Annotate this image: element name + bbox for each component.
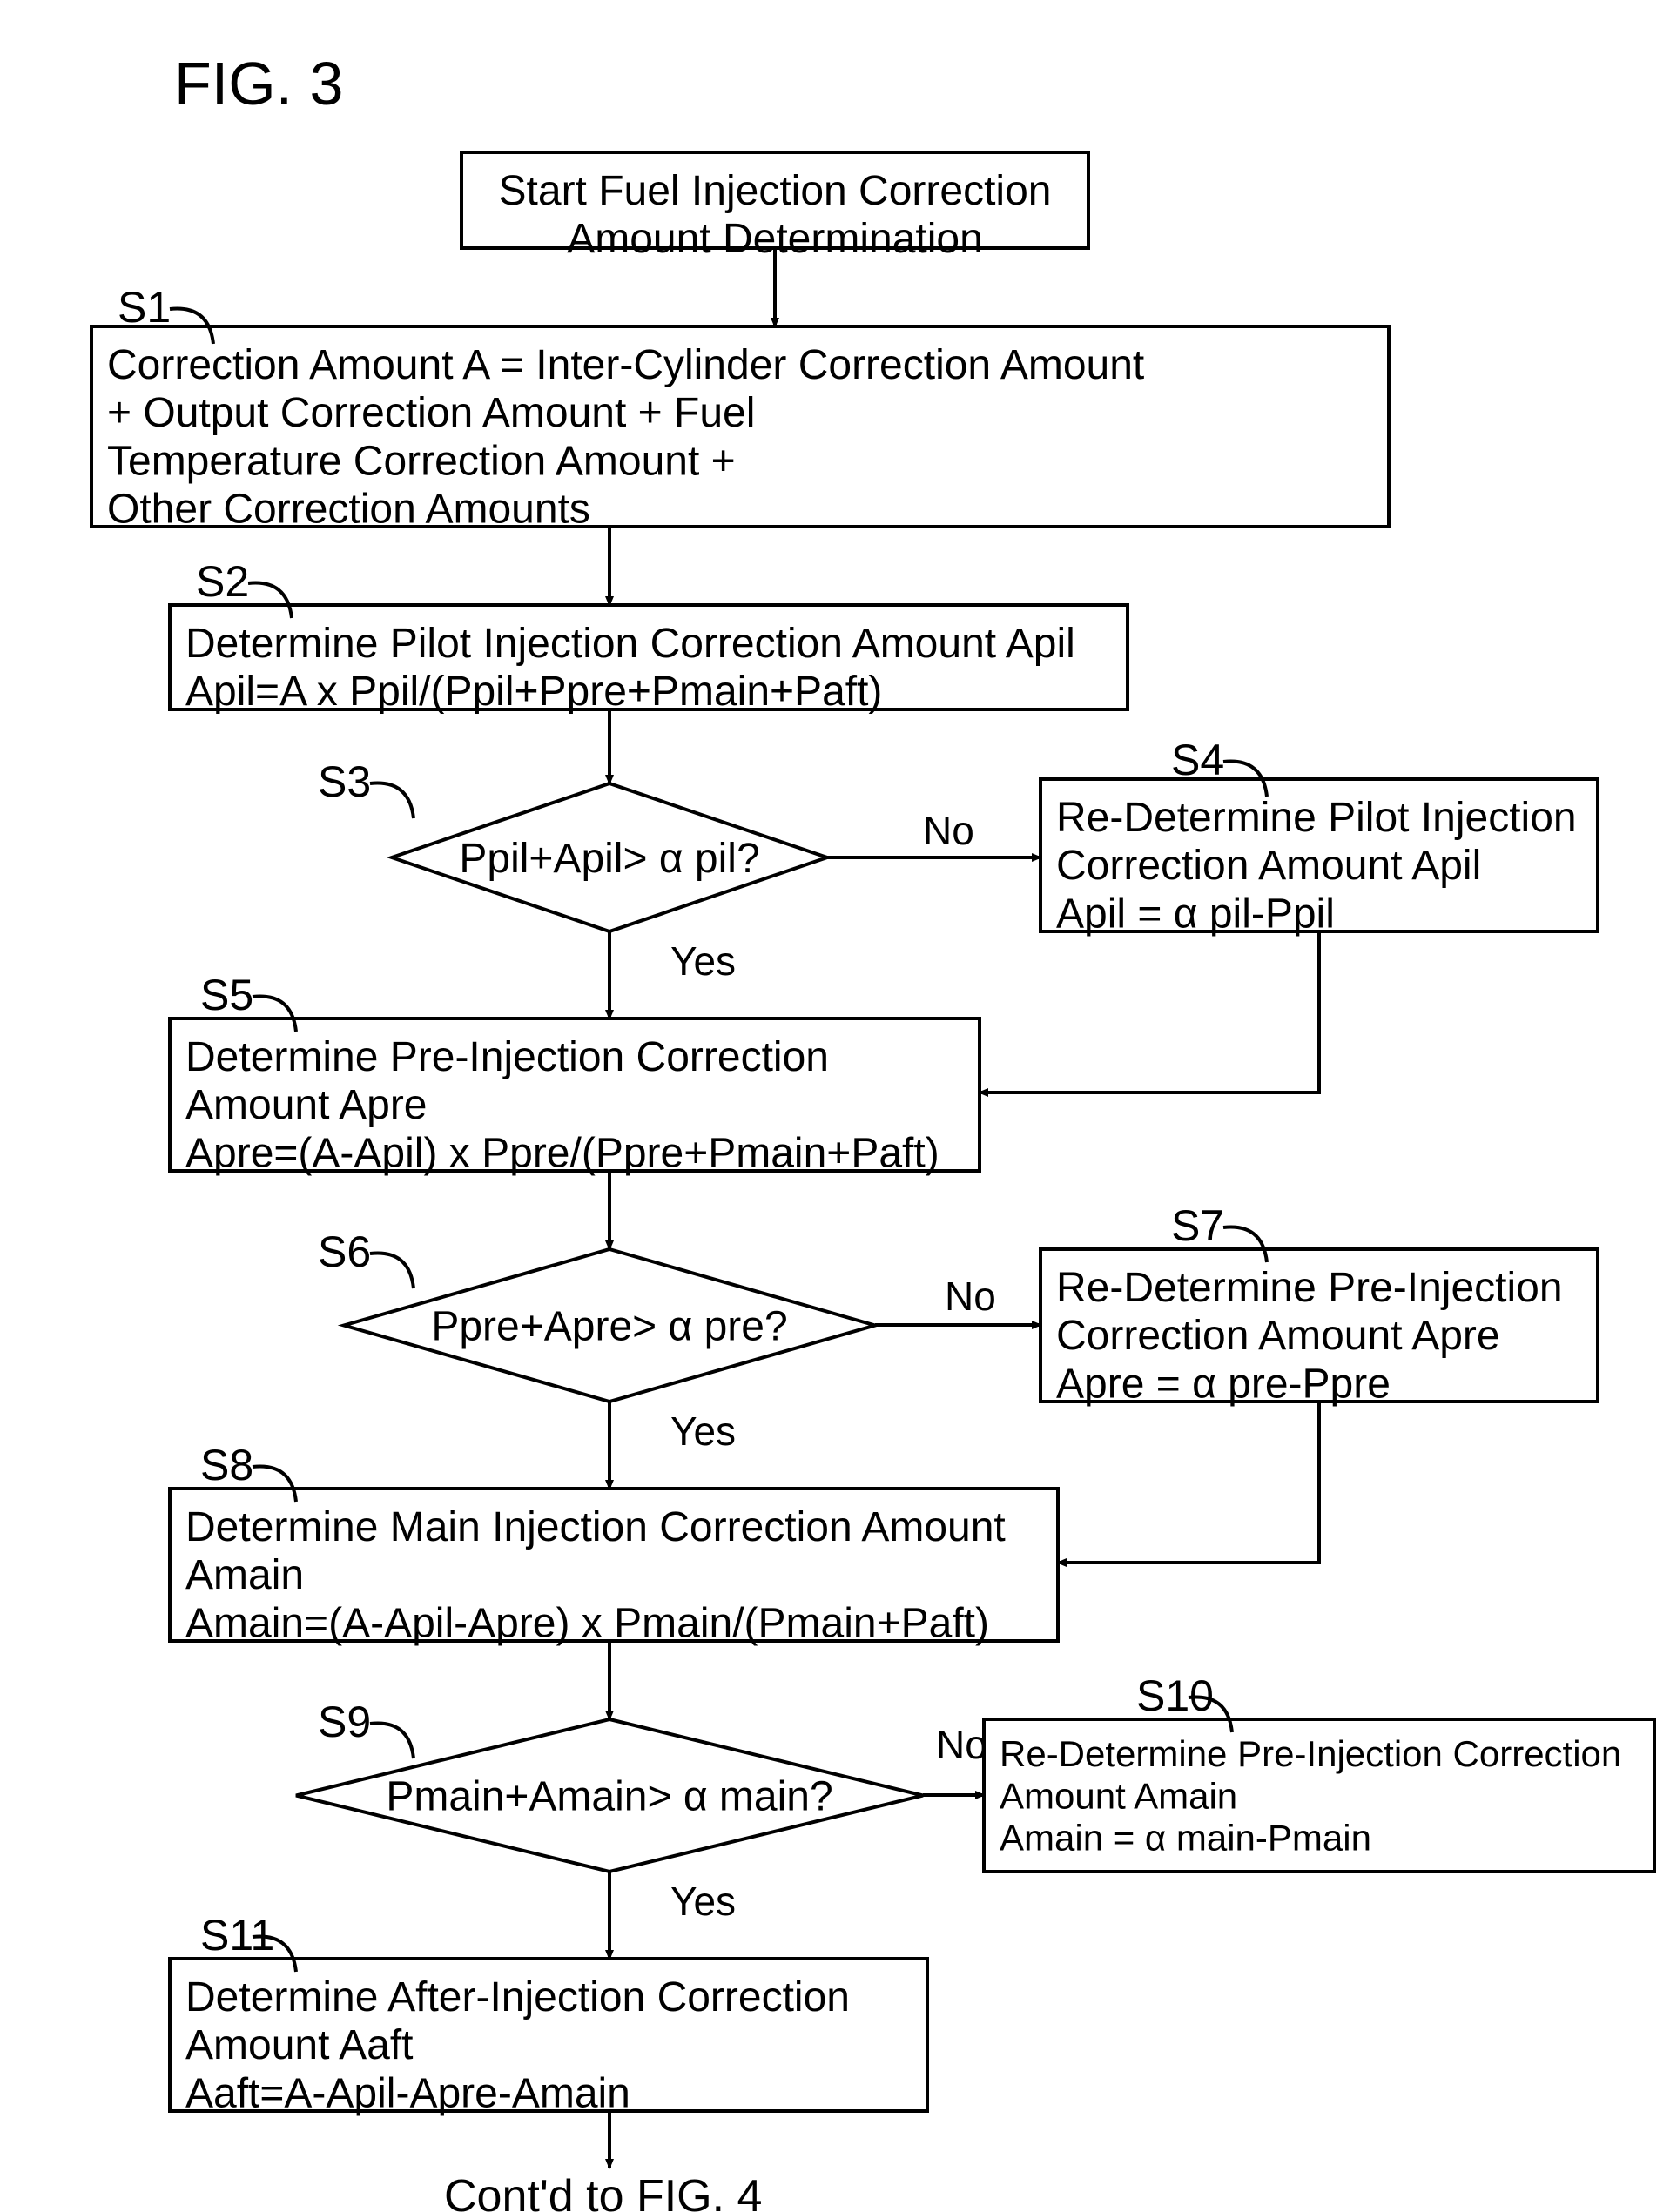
edge-label-s9-s11: Yes bbox=[670, 1879, 736, 1924]
edge-label-s6-s7: No bbox=[945, 1274, 996, 1319]
footer-text: Cont'd to FIG. 4 bbox=[444, 2171, 762, 2212]
node-start-line0: Start Fuel Injection Correction bbox=[499, 168, 1052, 214]
node-s5-line0: Determine Pre-Injection Correction bbox=[185, 1034, 829, 1080]
figure-title: FIG. 3 bbox=[174, 50, 343, 118]
node-s9-line0: Pmain+Amain> α main? bbox=[386, 1773, 832, 1819]
node-s7-line1: Correction Amount Apre bbox=[1056, 1313, 1500, 1359]
node-s10: Re-Determine Pre-Injection CorrectionAmo… bbox=[984, 1719, 1654, 1872]
step-label-s1: S1 bbox=[118, 283, 171, 332]
node-s1: Correction Amount A = Inter-Cylinder Cor… bbox=[91, 326, 1389, 533]
node-s10-line2: Amain = α main-Pmain bbox=[1000, 1818, 1371, 1859]
edge-label-s3-s4: No bbox=[923, 808, 974, 853]
step-label-s9: S9 bbox=[318, 1698, 371, 1746]
node-s4-line1: Correction Amount Apil bbox=[1056, 843, 1481, 889]
edge-label-s9-s10: No bbox=[936, 1722, 987, 1767]
node-s2: Determine Pilot Injection Correction Amo… bbox=[170, 605, 1128, 715]
node-start: Start Fuel Injection CorrectionAmount De… bbox=[461, 152, 1088, 262]
node-s5-line2: Apre=(A-Apil) x Ppre/(Ppre+Pmain+Paft) bbox=[185, 1130, 939, 1176]
node-s7-line0: Re-Determine Pre-Injection bbox=[1056, 1265, 1563, 1311]
step-label-s7: S7 bbox=[1171, 1201, 1224, 1250]
node-s2-line1: Apil=A x Ppil/(Ppil+Ppre+Pmain+Paft) bbox=[185, 669, 882, 715]
step-label-s3: S3 bbox=[318, 757, 371, 806]
node-s2-line0: Determine Pilot Injection Correction Amo… bbox=[185, 621, 1075, 667]
node-s5-line1: Amount Apre bbox=[185, 1082, 428, 1128]
node-s7: Re-Determine Pre-InjectionCorrection Amo… bbox=[1040, 1249, 1598, 1407]
node-s11: Determine After-Injection CorrectionAmou… bbox=[170, 1959, 927, 2116]
node-s3: Ppil+Apil> α pil? bbox=[392, 783, 827, 931]
node-s6: Ppre+Apre> α pre? bbox=[344, 1249, 875, 1402]
edge-s7-s8 bbox=[1058, 1402, 1319, 1563]
node-s1-line1: + Output Correction Amount + Fuel bbox=[107, 390, 755, 436]
node-s1-line0: Correction Amount A = Inter-Cylinder Cor… bbox=[107, 342, 1144, 388]
node-s8: Determine Main Injection Correction Amou… bbox=[170, 1489, 1058, 1646]
node-s6-line0: Ppre+Apre> α pre? bbox=[431, 1303, 787, 1349]
step-label-s6: S6 bbox=[318, 1227, 371, 1276]
node-s4-line0: Re-Determine Pilot Injection bbox=[1056, 795, 1577, 841]
node-s8-line2: Amain=(A-Apil-Apre) x Pmain/(Pmain+Paft) bbox=[185, 1600, 989, 1646]
node-s4-line2: Apil = α pil-Ppil bbox=[1056, 891, 1335, 937]
node-s4: Re-Determine Pilot InjectionCorrection A… bbox=[1040, 779, 1598, 937]
node-s1-line3: Other Correction Amounts bbox=[107, 487, 590, 533]
node-s11-line2: Aaft=A-Apil-Apre-Amain bbox=[185, 2070, 630, 2116]
step-label-s8: S8 bbox=[200, 1441, 253, 1489]
node-s1-line2: Temperature Correction Amount + bbox=[107, 438, 736, 484]
node-s5: Determine Pre-Injection CorrectionAmount… bbox=[170, 1019, 980, 1176]
node-s8-line0: Determine Main Injection Correction Amou… bbox=[185, 1504, 1006, 1550]
edge-s4-s5 bbox=[980, 931, 1319, 1093]
edge-label-s6-s8: Yes bbox=[670, 1409, 736, 1454]
node-s11-line1: Amount Aaft bbox=[185, 2022, 414, 2068]
node-s11-line0: Determine After-Injection Correction bbox=[185, 1974, 850, 2020]
node-s3-line0: Ppil+Apil> α pil? bbox=[459, 836, 759, 882]
edge-label-s3-s5: Yes bbox=[670, 938, 736, 984]
node-s10-line1: Amount Amain bbox=[1000, 1775, 1237, 1816]
step-label-s4: S4 bbox=[1171, 736, 1224, 784]
step-label-s2: S2 bbox=[196, 557, 249, 606]
node-s10-line0: Re-Determine Pre-Injection Correction bbox=[1000, 1733, 1621, 1774]
node-s9: Pmain+Amain> α main? bbox=[296, 1719, 923, 1872]
node-s7-line2: Apre = α pre-Ppre bbox=[1056, 1361, 1391, 1407]
node-s8-line1: Amain bbox=[185, 1552, 304, 1598]
step-label-s5: S5 bbox=[200, 971, 253, 1019]
